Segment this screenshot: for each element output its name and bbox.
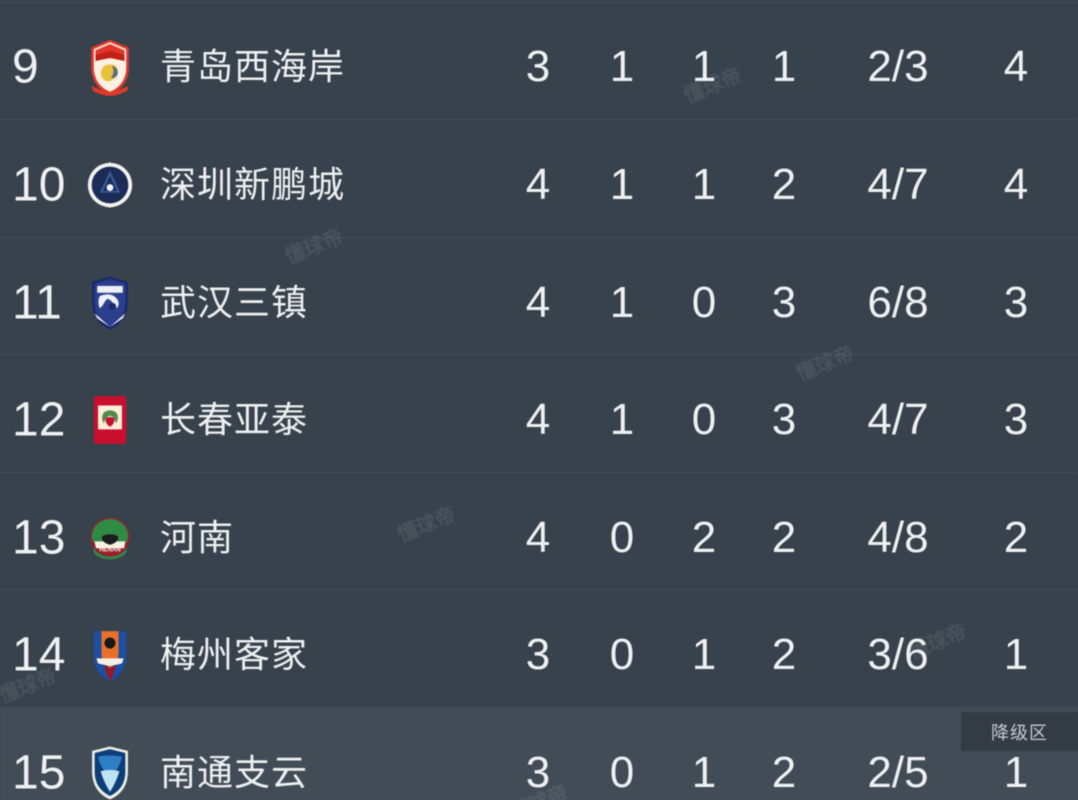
svg-text:HENAN: HENAN <box>99 547 120 553</box>
